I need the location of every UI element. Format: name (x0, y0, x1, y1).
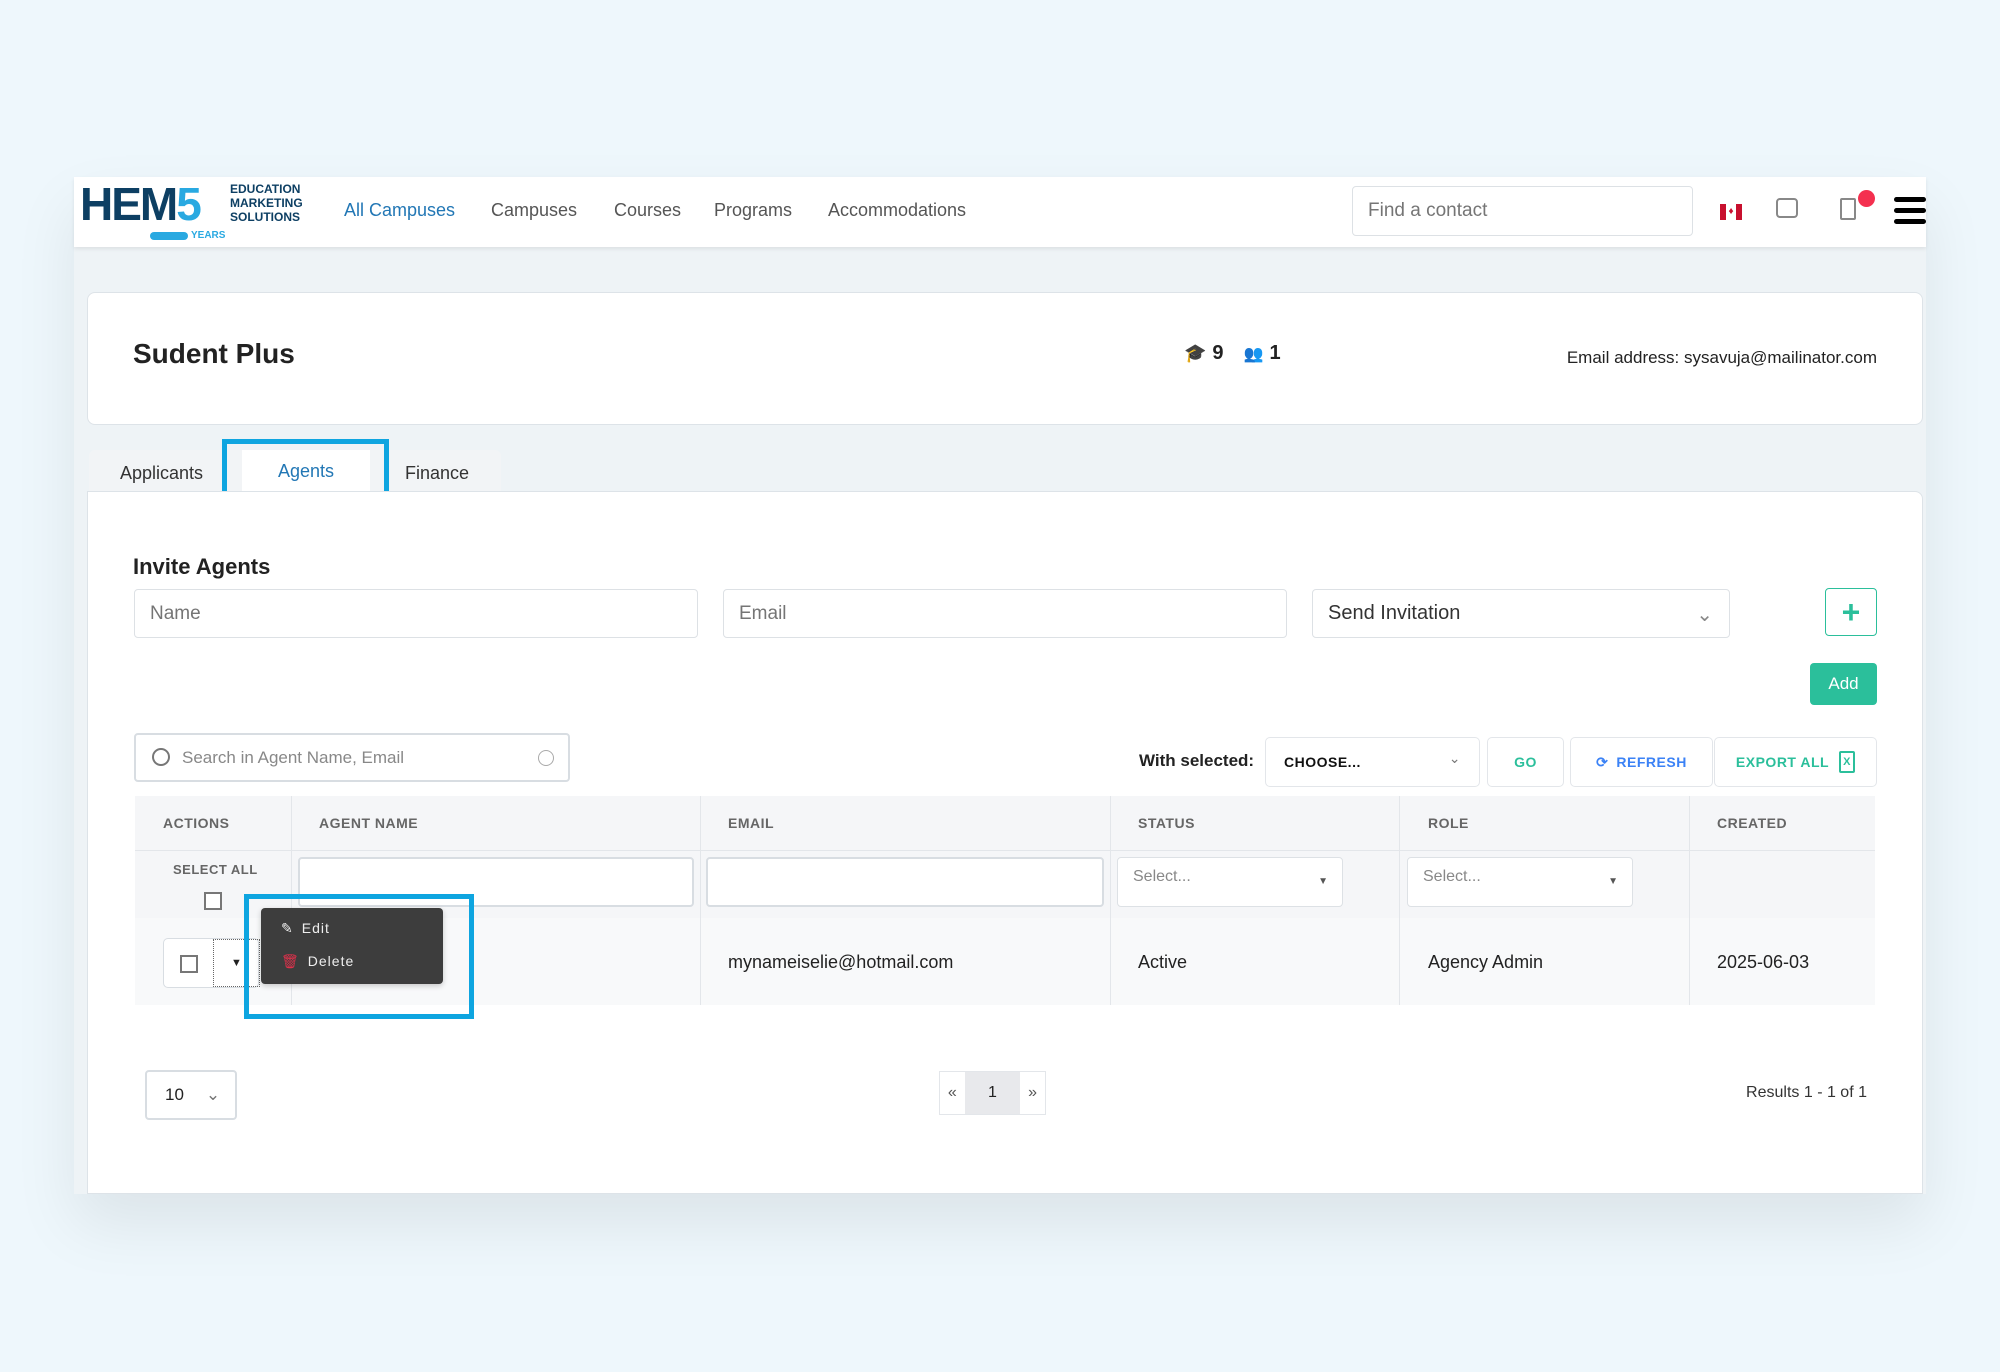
logo-subtitle: EDUCATION MARKETING SOLUTIONS (230, 182, 303, 224)
results-count: Results 1 - 1 of 1 (1746, 1084, 1867, 1101)
header-created[interactable]: CREATED (1717, 815, 1788, 831)
logo-years: YEARS (191, 230, 226, 241)
menu-item-delete[interactable]: 🗑 Delete (281, 953, 354, 970)
status-filter-select[interactable]: Select... ▼ (1117, 857, 1343, 907)
tab-applicants[interactable]: Applicants (120, 463, 204, 483)
cell-role: Agency Admin (1428, 952, 1544, 972)
notification-dot (1858, 190, 1875, 207)
with-selected-label: With selected: (1139, 751, 1255, 770)
clear-icon[interactable] (538, 750, 554, 766)
select-all-label: SELECT ALL (173, 862, 258, 877)
nav-accommodations[interactable]: Accommodations (828, 200, 967, 220)
chevron-down-icon: ⌄ (1696, 604, 1713, 626)
students-count: 9 (1212, 342, 1224, 364)
role-filter-select[interactable]: Select... ▼ (1407, 857, 1633, 907)
refresh-label: REFRESH (1616, 754, 1687, 770)
chat-icon[interactable] (1776, 198, 1798, 218)
logo[interactable]: HEM5 EDUCATION MARKETING SOLUTIONS YEARS (80, 181, 310, 243)
row-actions-menu: ✎ Edit 🗑 Delete (261, 908, 443, 984)
column-divider (291, 796, 292, 1005)
page-title: Sudent Plus (133, 338, 295, 369)
chevron-down-icon: ⌄ (205, 1085, 221, 1104)
excel-file-icon: X (1839, 751, 1856, 773)
next-page-button[interactable]: » (1028, 1084, 1038, 1101)
column-divider (1689, 796, 1690, 1005)
select-value: Send Invitation (1328, 602, 1461, 624)
email-input[interactable] (723, 589, 1287, 638)
pagination: « 1 » (939, 1071, 1046, 1115)
hamburger-menu-icon[interactable] (1894, 197, 1926, 224)
users-icon: 👥 (1243, 345, 1264, 363)
header-role[interactable]: ROLE (1428, 815, 1469, 831)
export-label: EXPORT ALL (1735, 754, 1830, 770)
header-status[interactable]: STATUS (1138, 815, 1195, 831)
notes-icon[interactable] (1840, 198, 1856, 220)
search-placeholder: Search in Agent Name, Email (182, 747, 405, 767)
refresh-icon: ⟳ (1596, 753, 1609, 770)
invite-title: Invite Agents (133, 554, 271, 579)
name-input[interactable] (134, 589, 698, 638)
edit-label: Edit (301, 920, 330, 936)
page-size-select[interactable]: 10 ⌄ (145, 1070, 237, 1120)
agents-count: 1 (1269, 342, 1281, 364)
select-value: CHOOSE... (1284, 754, 1361, 770)
graduation-cap-icon: 🎓 (1184, 343, 1207, 363)
trash-icon: 🗑 (281, 953, 300, 969)
page-1-button[interactable]: 1 (964, 1072, 1021, 1114)
row-action-group: ▼ (163, 938, 260, 988)
logo-mark: HEM5 (80, 178, 202, 230)
column-divider (1110, 796, 1111, 1005)
tab-agents[interactable]: Agents (242, 450, 370, 492)
invitation-type-select[interactable]: Send Invitation ⌄ (1312, 589, 1730, 638)
nav-programs[interactable]: Programs (714, 200, 793, 220)
bulk-action-select[interactable]: CHOOSE... ⌄ (1265, 737, 1480, 787)
tab-finance[interactable]: Finance (405, 463, 470, 483)
delete-label: Delete (307, 953, 355, 969)
caret-down-icon: ▼ (1318, 876, 1328, 887)
row-actions-dropdown-toggle[interactable]: ▼ (213, 939, 260, 987)
profile-stats: 🎓 9 👥 1 (1184, 342, 1281, 365)
row-divider (135, 850, 1875, 851)
agent-search-input[interactable]: Search in Agent Name, Email (134, 733, 570, 782)
select-value: Select... (1133, 868, 1191, 885)
nav-campuses[interactable]: Campuses (491, 200, 578, 220)
menu-highlight (244, 894, 474, 1019)
logo-bar (150, 232, 188, 240)
row-checkbox[interactable] (180, 955, 198, 973)
header-actions: ACTIONS (163, 815, 230, 831)
profile-card (87, 292, 1923, 425)
cell-created: 2025-06-03 (1717, 952, 1810, 972)
logo-line: EDUCATION (230, 182, 301, 196)
column-divider (1399, 796, 1400, 1005)
cell-email: mynameiselie@hotmail.com (728, 952, 954, 972)
profile-email: Email address: sysavuja@mailinator.com (1566, 348, 1877, 367)
edit-icon: ✎ (281, 920, 294, 936)
nav-all-campuses[interactable]: All Campuses (344, 200, 456, 220)
cell-status: Active (1138, 952, 1188, 972)
logo-line: MARKETING (230, 196, 303, 210)
canada-flag-icon[interactable]: ♦ (1720, 204, 1742, 220)
nav-courses[interactable]: Courses (614, 200, 682, 220)
header-email[interactable]: EMAIL (728, 815, 775, 831)
find-contact-input[interactable] (1352, 186, 1693, 236)
select-value: Select... (1423, 868, 1481, 885)
column-divider (700, 796, 701, 1005)
go-button[interactable]: GO (1487, 737, 1564, 787)
page-size-value: 10 (165, 1085, 184, 1104)
header-agent-name[interactable]: AGENT NAME (319, 815, 419, 831)
refresh-button[interactable]: ⟳ REFRESH (1570, 737, 1713, 787)
add-button[interactable]: Add (1810, 663, 1877, 705)
export-all-button[interactable]: EXPORT ALL X (1714, 737, 1877, 787)
menu-item-edit[interactable]: ✎ Edit (281, 920, 330, 937)
chevron-down-icon: ⌄ (1448, 750, 1461, 766)
logo-line: SOLUTIONS (230, 210, 301, 224)
prev-page-button[interactable]: « (947, 1084, 957, 1101)
search-icon (152, 748, 170, 766)
plus-icon[interactable]: + (1825, 588, 1877, 636)
select-all-checkbox[interactable] (204, 892, 222, 910)
email-filter[interactable] (706, 857, 1104, 907)
caret-down-icon: ▼ (1608, 876, 1618, 887)
